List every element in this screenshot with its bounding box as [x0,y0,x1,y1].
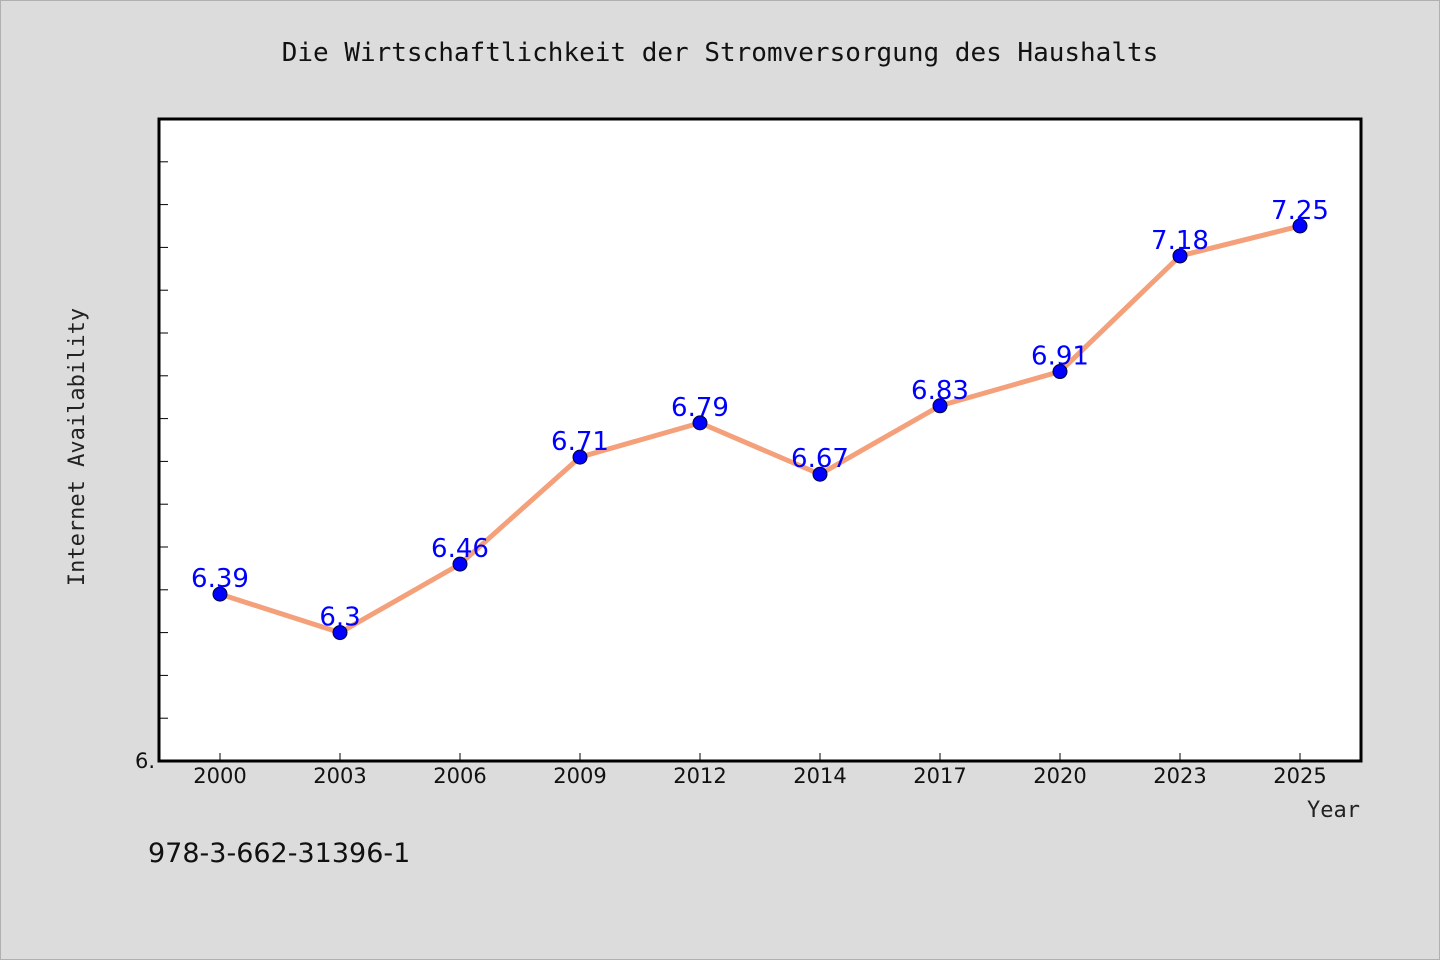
data-point-marker [1292,218,1308,234]
data-point-label: 6.46 [431,534,489,564]
x-tick-label: 2023 [1153,764,1206,788]
data-point-marker [1172,248,1188,264]
data-point-label: 6.79 [671,393,729,423]
data-point-label: 6.71 [551,427,609,457]
x-tick-label: 2009 [553,764,606,788]
data-point-marker [332,625,348,641]
data-point-label: 6.39 [191,564,249,594]
isbn-text: 978-3-662-31396-1 [148,838,410,869]
x-axis-ticks: 2000 2003 2006 2009 2012 2014 2017 2020 2023 2025 [193,753,1327,788]
plot-area [157,117,1363,763]
y-axis-label: Internet Availability [65,308,90,586]
data-point-label: 7.18 [1151,226,1209,256]
data-point-marker [932,398,948,414]
data-point-marker [452,556,468,572]
chart-title: Die Wirtschaftlichkeit der Stromversorgu… [282,38,1159,68]
x-tick-label: 2006 [433,764,486,788]
data-point-label: 6.91 [1031,342,1089,372]
x-tick-label: 2003 [313,764,366,788]
y-tick-label: 6. [135,749,155,773]
series-markers [212,218,1308,641]
x-tick-label: 2017 [913,764,966,788]
data-point-marker [212,586,228,602]
x-tick-label: 2000 [193,764,246,788]
data-point-label: 6.3 [319,603,360,633]
y-axis-ticks [160,161,168,719]
data-point-marker [1052,364,1068,380]
x-tick-label: 2025 [1273,764,1326,788]
data-labels: 6.39 6.3 6.46 6.71 6.79 6.67 6.83 6.91 7.18 7.25 [191,196,1329,633]
x-tick-label: 2014 [793,764,846,788]
series-line [217,223,1303,636]
data-point-label: 7.25 [1271,196,1329,226]
data-point-marker [572,449,588,465]
data-point-marker [812,466,828,482]
data-point-label: 6.67 [791,444,849,474]
x-axis-label: Year [1307,798,1360,823]
data-point-marker [692,415,708,431]
x-tick-label: 2012 [673,764,726,788]
x-tick-label: 2020 [1033,764,1086,788]
data-point-label: 6.83 [911,376,969,406]
